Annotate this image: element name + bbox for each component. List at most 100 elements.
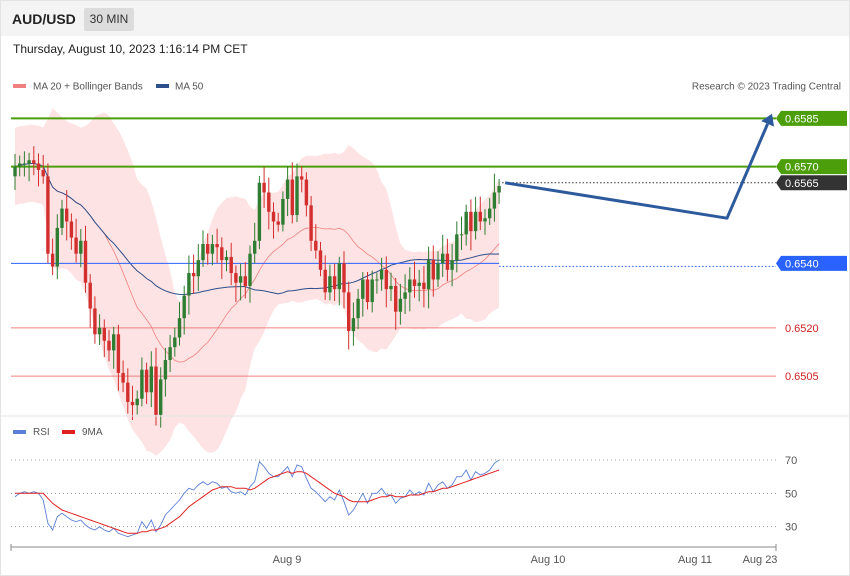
- candle-body: [478, 211, 482, 222]
- candle-body: [497, 186, 501, 193]
- legend-ma50: MA 50: [175, 82, 204, 93]
- candle-body: [394, 285, 398, 312]
- candle-body: [422, 282, 426, 290]
- candle-body: [224, 256, 229, 261]
- candle-body: [69, 221, 74, 238]
- candle-body: [55, 227, 59, 267]
- candle-body: [323, 269, 327, 293]
- candle-body: [65, 208, 69, 222]
- candle-body: [210, 244, 215, 254]
- candle-body: [182, 295, 186, 319]
- candle-body: [304, 179, 309, 206]
- level-label: 0.6585: [785, 113, 819, 125]
- candle-body: [248, 253, 252, 286]
- candle-body: [50, 253, 55, 267]
- candle-body: [130, 401, 135, 406]
- legend-9ma: 9MA: [82, 427, 103, 438]
- candle-body: [168, 347, 172, 361]
- candle-body: [356, 298, 360, 319]
- candle-body: [469, 211, 473, 232]
- candle-body: [483, 218, 487, 222]
- interval-button[interactable]: 30 MIN: [84, 8, 134, 31]
- candle-body: [107, 340, 111, 351]
- candle-body: [253, 240, 257, 254]
- candle-body: [290, 179, 294, 216]
- candle-body: [97, 327, 102, 335]
- level-tag: [776, 175, 847, 191]
- candle-body: [412, 279, 417, 286]
- candle-body: [488, 208, 492, 219]
- ma50-line: [14, 163, 500, 296]
- candle-body: [417, 282, 421, 286]
- bollinger-band: [15, 108, 500, 456]
- candle-body: [154, 366, 158, 415]
- level-tag: [776, 110, 847, 126]
- candle-body: [41, 169, 45, 177]
- candle-body: [173, 337, 177, 348]
- legend-rsi: RSI: [33, 427, 50, 438]
- candle-body: [459, 234, 464, 236]
- candle-body: [492, 192, 497, 209]
- forecast-arrow: [504, 123, 769, 220]
- candle-body: [431, 260, 435, 280]
- copyright-text: Research © 2023 Trading Central: [692, 82, 841, 93]
- candle-body: [271, 211, 276, 222]
- x-tick-label: Aug 10: [531, 554, 566, 566]
- candle-body: [187, 273, 191, 296]
- legend-swatch-9ma: [62, 430, 75, 434]
- candle-body: [445, 253, 450, 270]
- level-tag: [776, 159, 847, 175]
- candle-body: [370, 279, 374, 303]
- candle-body: [450, 260, 454, 270]
- candle-body: [140, 369, 144, 399]
- forecast-arrowhead: [761, 113, 775, 127]
- level-label: 0.6520: [785, 323, 819, 335]
- level-label: 0.6540: [785, 258, 819, 270]
- x-axis: Aug 9 Aug 10 Aug 11 Aug 23: [10, 544, 778, 566]
- legend-swatch-ma50: [156, 84, 169, 88]
- candle-body: [163, 360, 168, 380]
- candle-body: [238, 276, 243, 283]
- candle-body: [144, 369, 149, 393]
- candles-group: [13, 146, 501, 428]
- candle-body: [342, 263, 346, 293]
- x-tick-label: Aug 23: [743, 554, 778, 566]
- candle-body: [32, 160, 36, 164]
- candle-body: [36, 163, 41, 170]
- candle-body: [257, 182, 262, 241]
- candle-body: [361, 279, 365, 299]
- candle-body: [215, 244, 219, 248]
- candle-body: [159, 379, 163, 415]
- candle-body: [314, 240, 318, 251]
- candle-body: [276, 221, 280, 225]
- candle-body: [46, 176, 50, 254]
- level-tag: [776, 255, 847, 271]
- candle-body: [384, 269, 388, 290]
- candle-body: [365, 279, 370, 303]
- symbol-title: AUD/USD: [12, 11, 76, 27]
- candle-body: [375, 279, 379, 281]
- candle-body: [398, 298, 403, 312]
- rsi-tick-label: 50: [785, 488, 797, 500]
- candle-body: [243, 276, 247, 286]
- candle-body: [60, 208, 64, 228]
- candle-body: [234, 273, 238, 283]
- candle-body: [328, 276, 332, 293]
- rsi-panel: RSI 9MA 30 50 70: [11, 427, 797, 538]
- candle-body: [337, 263, 341, 290]
- legend-ma20: MA 20 + Bollinger Bands: [33, 82, 143, 93]
- rsi-tick-label: 30: [785, 522, 797, 534]
- candle-body: [93, 308, 97, 335]
- rsi-ma-line: [15, 469, 500, 534]
- candle-body: [403, 292, 407, 299]
- chart-datetime: Thursday, August 10, 2023 1:16:14 PM CET: [13, 42, 248, 56]
- candle-body: [295, 176, 299, 216]
- candle-body: [436, 263, 440, 280]
- candle-body: [379, 269, 384, 280]
- candle-body: [426, 260, 431, 290]
- candle-body: [116, 334, 121, 373]
- candle-body: [408, 279, 412, 293]
- candle-body: [79, 240, 83, 254]
- level-label: 0.6570: [785, 162, 819, 174]
- legend-swatch-ma20: [13, 84, 26, 88]
